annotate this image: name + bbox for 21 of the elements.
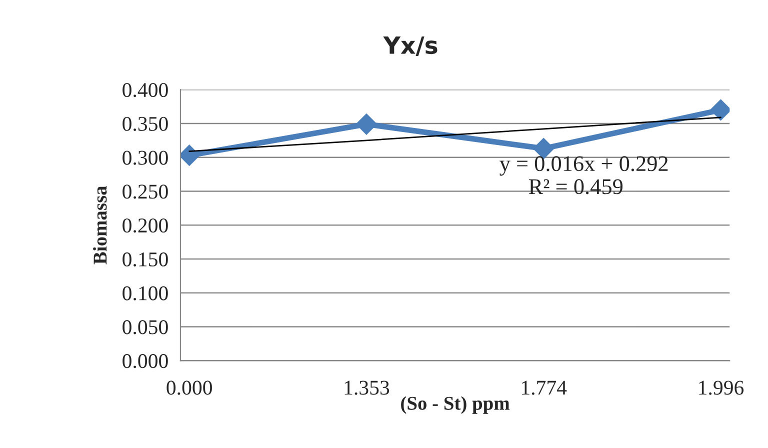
- point: [180, 144, 200, 166]
- y-tick-label: 0.350: [122, 116, 168, 132]
- annotation: R² = 0.459: [528, 179, 622, 194]
- annotation: y = 0.016x + 0.292: [500, 156, 668, 176]
- x-axis-title: (So - St) ppm: [401, 396, 510, 414]
- x-tick-label: 1.996: [699, 380, 744, 395]
- x-tick-label: 0.000: [166, 380, 212, 395]
- chart-title: Yx/s: [383, 36, 438, 56]
- y-tick-label: 0.150: [122, 252, 168, 267]
- y-tick-label: 0.400: [122, 82, 168, 98]
- point: [356, 114, 377, 135]
- y-tick-label: 0.100: [122, 286, 168, 300]
- y-tick-label: 0.000: [122, 354, 168, 368]
- y-tick-label: 0.250: [122, 184, 168, 199]
- y-tick-label: 0.200: [122, 218, 168, 233]
- x-tick-label: 1.774: [522, 380, 567, 395]
- y-tick-label: 0.300: [122, 150, 168, 165]
- y-axis-title: Biomassa: [93, 186, 107, 264]
- y-tick-label: 0.050: [122, 320, 168, 334]
- x-tick-label: 1.353: [344, 380, 390, 395]
- point: [710, 99, 730, 120]
